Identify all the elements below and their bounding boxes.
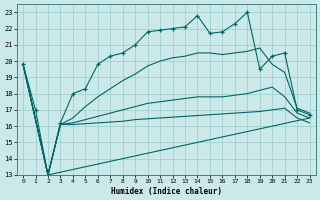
X-axis label: Humidex (Indice chaleur): Humidex (Indice chaleur) <box>111 187 222 196</box>
